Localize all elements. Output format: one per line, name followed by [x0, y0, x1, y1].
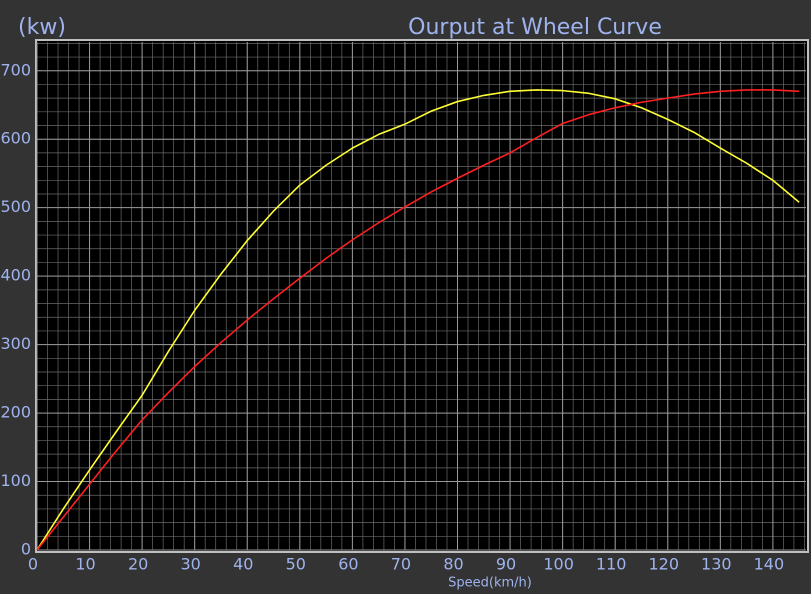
x-tick-label: 90: [496, 555, 516, 574]
y-tick-label: 600: [0, 129, 31, 148]
x-tick-label: 40: [233, 555, 253, 574]
series-layer: [36, 89, 800, 551]
series-line: [36, 89, 800, 551]
x-tick-label: 140: [754, 555, 785, 574]
y-tick-label: 0: [21, 540, 31, 559]
chart-title: Ourput at Wheel Curve: [408, 15, 662, 40]
series-line: [36, 89, 800, 551]
x-tick-label: 130: [701, 555, 732, 574]
y-tick-label: 500: [0, 197, 31, 216]
x-tick-label: 0: [28, 555, 38, 574]
y-tick-label: 200: [0, 403, 31, 422]
y-tick-label: 700: [0, 60, 31, 79]
x-tick-label: 70: [391, 555, 411, 574]
x-tick-label: 100: [543, 555, 574, 574]
x-tick-label: 120: [648, 555, 679, 574]
x-axis-label: Speed(km/h): [448, 576, 532, 591]
x-tick-label: 50: [286, 555, 306, 574]
x-tick-label: 110: [596, 555, 627, 574]
y-tick-label: 100: [0, 471, 31, 490]
x-tick-label: 20: [128, 555, 148, 574]
y-tick-label: 400: [0, 266, 31, 285]
y-axis-label: (kw): [18, 15, 66, 40]
plot-area: [35, 39, 809, 553]
grid: [36, 42, 806, 551]
x-tick-label: 60: [338, 555, 358, 574]
x-tick-label: 30: [181, 555, 201, 574]
x-tick-label: 80: [443, 555, 463, 574]
y-tick-label: 300: [0, 334, 31, 353]
x-tick-label: 10: [75, 555, 95, 574]
